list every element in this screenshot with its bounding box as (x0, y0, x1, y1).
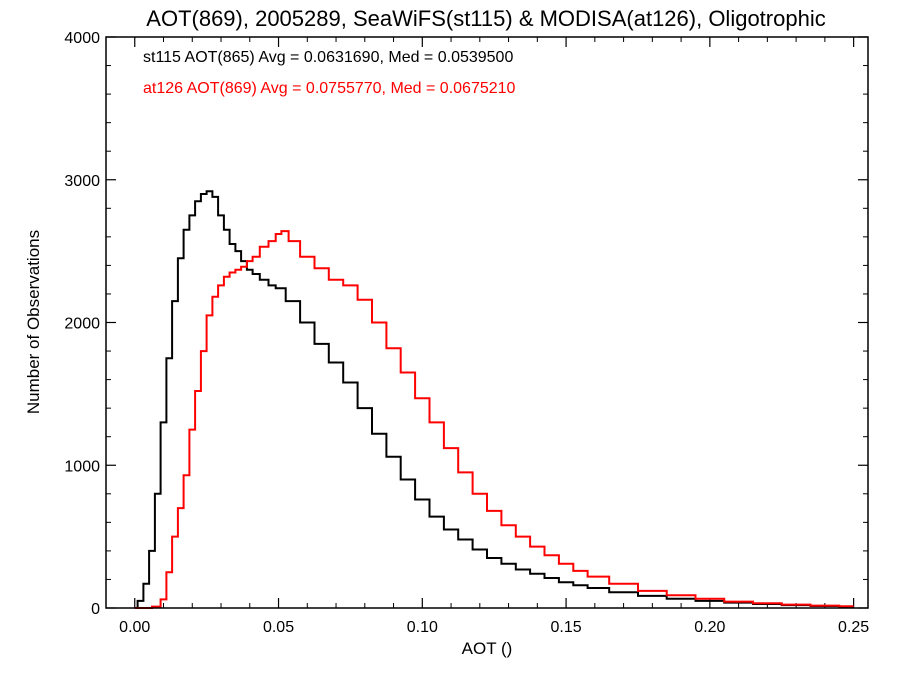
y-tick-label: 0 (91, 601, 100, 618)
y-axis-label: Number of Observations (24, 230, 43, 414)
stat-annotation-st115: st115 AOT(865) Avg = 0.0631690, Med = 0.… (143, 49, 513, 66)
x-tick-label: 0.10 (407, 619, 438, 636)
y-tick-label: 4000 (64, 30, 100, 47)
x-tick-label: 0.15 (551, 619, 582, 636)
tick-labels: 0.00 0.05 0.10 0.15 0.20 0.25 0 1000 2000 3000 400… (64, 30, 869, 636)
plot-frame (105, 36, 869, 609)
series-layer (134, 190, 854, 609)
y-tick-label: 3000 (64, 173, 100, 190)
chart-title: AOT(869), 2005289, SeaWiFS(st115) & MODI… (146, 6, 825, 31)
axis-ticks (106, 36, 868, 609)
y-tick-label: 1000 (64, 458, 100, 475)
y-tick-label: 2000 (64, 316, 100, 333)
x-tick-label: 0.20 (694, 619, 725, 636)
stat-annotation-at126: at126 AOT(869) Avg = 0.0755770, Med = 0.… (143, 80, 516, 97)
series-line-st115 (134, 190, 854, 609)
x-tick-label: 0.00 (119, 619, 150, 636)
x-axis-label: AOT () (462, 639, 513, 658)
x-tick-label: 0.05 (263, 619, 294, 636)
x-tick-label: 0.25 (838, 619, 869, 636)
series-line-at126 (134, 230, 854, 609)
